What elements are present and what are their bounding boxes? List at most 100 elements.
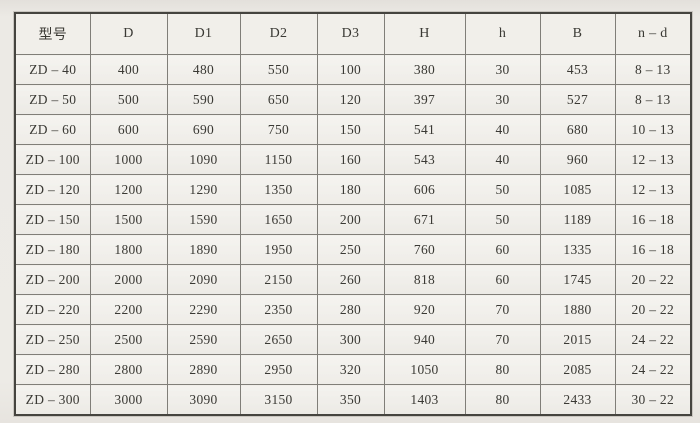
table-cell: ZD – 280 (14, 354, 91, 385)
table-cell: 3150 (239, 384, 318, 416)
table-cell: 120 (316, 84, 385, 115)
header-cell-d2: D2 (239, 12, 318, 55)
table-cell: 2290 (166, 294, 241, 325)
table-row: ZD – 50 500 590 650 120 397 30 527 8 – 13 (14, 84, 692, 115)
table-cell: 100 (316, 54, 385, 85)
table-cell: 1880 (539, 294, 616, 325)
table-cell: 1500 (89, 204, 168, 235)
table-cell: 16 – 18 (614, 204, 692, 235)
table-cell: ZD – 120 (14, 174, 91, 205)
table-cell: 150 (316, 114, 385, 145)
table-cell: 1200 (89, 174, 168, 205)
spec-table: 型号 D D1 D2 D3 H h B n – d ZD – 40 400 480 5… (14, 12, 692, 416)
table-cell: 671 (383, 204, 466, 235)
header-cell-model: 型号 (14, 12, 91, 55)
table-cell: 397 (383, 84, 466, 115)
table-cell: 818 (383, 264, 466, 295)
table-cell: 400 (89, 54, 168, 85)
table-cell: ZD – 100 (14, 144, 91, 175)
header-cell-h-cap: H (383, 12, 466, 55)
table-cell: 260 (316, 264, 385, 295)
table-cell: ZD – 180 (14, 234, 91, 265)
table-cell: 480 (166, 54, 241, 85)
table-cell: 650 (239, 84, 318, 115)
table-cell: 1050 (383, 354, 466, 385)
table-cell: 2000 (89, 264, 168, 295)
table-cell: 2800 (89, 354, 168, 385)
table-cell: 1000 (89, 144, 168, 175)
table-cell: 2200 (89, 294, 168, 325)
table-cell: 30 – 22 (614, 384, 692, 416)
table-cell: 350 (316, 384, 385, 416)
table-cell: 20 – 22 (614, 264, 692, 295)
table-cell: 600 (89, 114, 168, 145)
table-cell: 2500 (89, 324, 168, 355)
table-cell: 50 (464, 174, 541, 205)
table-cell: 550 (239, 54, 318, 85)
table-cell: 500 (89, 84, 168, 115)
table-cell: 2015 (539, 324, 616, 355)
table-cell: 40 (464, 144, 541, 175)
table-row: ZD – 40 400 480 550 100 380 30 453 8 – 13 (14, 54, 692, 85)
table-cell: 2433 (539, 384, 616, 416)
table-cell: 8 – 13 (614, 84, 692, 115)
table-cell: 1335 (539, 234, 616, 265)
table-cell: 960 (539, 144, 616, 175)
table-cell: 30 (464, 84, 541, 115)
table-cell: 16 – 18 (614, 234, 692, 265)
table-cell: 920 (383, 294, 466, 325)
table-cell: 1150 (239, 144, 318, 175)
table-row: ZD – 200 2000 2090 2150 260 818 60 1745 20 – 22 (14, 264, 692, 295)
table-cell: 1403 (383, 384, 466, 416)
table-row: ZD – 250 2500 2590 2650 300 940 70 2015 24 – 22 (14, 324, 692, 355)
table-row: ZD – 120 1200 1290 1350 180 606 50 1085 12 – 13 (14, 174, 692, 205)
table-cell: 2350 (239, 294, 318, 325)
table-cell: 300 (316, 324, 385, 355)
table-cell: 1085 (539, 174, 616, 205)
table-cell: 50 (464, 204, 541, 235)
table-cell: 80 (464, 384, 541, 416)
table-cell: 180 (316, 174, 385, 205)
table-cell: 940 (383, 324, 466, 355)
table-cell: 24 – 22 (614, 354, 692, 385)
header-cell-d1: D1 (166, 12, 241, 55)
table-cell: 1189 (539, 204, 616, 235)
table-row: ZD – 280 2800 2890 2950 320 1050 80 2085 24 – 22 (14, 354, 692, 385)
table-cell: 250 (316, 234, 385, 265)
table-cell: 30 (464, 54, 541, 85)
table-cell: 70 (464, 294, 541, 325)
table-row: ZD – 100 1000 1090 1150 160 543 40 960 12 – 13 (14, 144, 692, 175)
table-row: ZD – 150 1500 1590 1650 200 671 50 1189 16 – 18 (14, 204, 692, 235)
table-cell: 2090 (166, 264, 241, 295)
table-cell: 590 (166, 84, 241, 115)
table-cell: 1350 (239, 174, 318, 205)
table-cell: 12 – 13 (614, 144, 692, 175)
table-cell: 60 (464, 234, 541, 265)
table-cell: 80 (464, 354, 541, 385)
table-cell: 12 – 13 (614, 174, 692, 205)
table-cell: 1590 (166, 204, 241, 235)
table-header: 型号 D D1 D2 D3 H h B n – d (14, 12, 692, 55)
table-row: ZD – 300 3000 3090 3150 350 1403 80 2433 30 – 22 (14, 384, 692, 416)
table-cell: ZD – 200 (14, 264, 91, 295)
table-cell: 1890 (166, 234, 241, 265)
table-cell: 1800 (89, 234, 168, 265)
header-cell-h-low: h (464, 12, 541, 55)
table-cell: 40 (464, 114, 541, 145)
table-row: ZD – 220 2200 2290 2350 280 920 70 1880 20 – 22 (14, 294, 692, 325)
table-cell: 2150 (239, 264, 318, 295)
header-cell-b: B (539, 12, 616, 55)
table-cell: 543 (383, 144, 466, 175)
table-cell: 70 (464, 324, 541, 355)
table-cell: 160 (316, 144, 385, 175)
table-cell: 1650 (239, 204, 318, 235)
table-cell: 2085 (539, 354, 616, 385)
table-cell: 8 – 13 (614, 54, 692, 85)
table-cell: 2950 (239, 354, 318, 385)
table-cell: ZD – 40 (14, 54, 91, 85)
table-cell: ZD – 250 (14, 324, 91, 355)
table-cell: 1950 (239, 234, 318, 265)
table-cell: ZD – 60 (14, 114, 91, 145)
table-cell: 527 (539, 84, 616, 115)
table-row: ZD – 180 1800 1890 1950 250 760 60 1335 16 – 18 (14, 234, 692, 265)
